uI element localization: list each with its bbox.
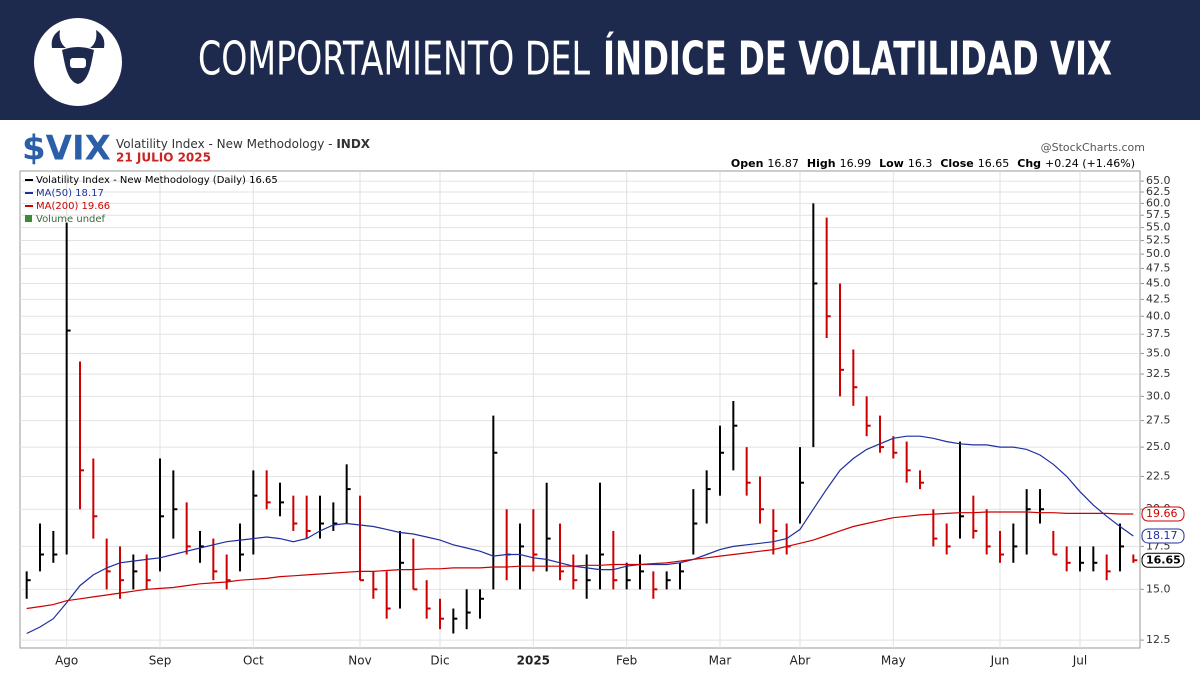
y-tick-label: 47.5	[1146, 261, 1171, 274]
logo-horns	[51, 30, 105, 48]
x-tick-label: Sep	[149, 654, 172, 668]
legend-label: Volatility Index - New Methodology (Dail…	[36, 175, 278, 186]
y-tick-label: 60.0	[1146, 196, 1171, 209]
last-value-badge	[1141, 552, 1185, 568]
legend-label: MA(200) 19.66	[36, 201, 110, 212]
y-tick-label: 50.0	[1146, 247, 1171, 260]
y-tick-label: 45.0	[1146, 276, 1171, 289]
y-tick-label: 22.5	[1146, 469, 1171, 482]
banner	[0, 0, 1200, 120]
instrument: Volatility Index - New Methodology - IND…	[116, 137, 371, 151]
x-tick-label: Oct	[243, 654, 264, 668]
y-tick-label: 62.5	[1146, 185, 1171, 198]
x-tick-label: Ago	[55, 654, 78, 668]
last-value-label: 16.65	[1146, 553, 1181, 566]
y-tick-label: 27.5	[1146, 414, 1171, 427]
quote-value: 16.3	[908, 157, 933, 170]
moving-average	[26, 435, 1134, 635]
quote-label: Open	[731, 157, 764, 170]
x-tick-label: Feb	[616, 654, 637, 668]
logo-fist	[70, 58, 86, 68]
quote-label: Chg	[1017, 157, 1041, 170]
x-tick-label: 2025	[517, 654, 550, 668]
grid	[20, 171, 1140, 648]
legend-label: Volume undef	[36, 214, 106, 225]
y-tick-label: 37.5	[1146, 327, 1171, 340]
y-tick-label: 12.5	[1146, 633, 1171, 646]
quote-value: +0.24 (+1.46%)	[1045, 157, 1135, 170]
moving-average	[26, 511, 1134, 610]
y-tick-label: 30.0	[1146, 389, 1171, 402]
last-value-label: 19.66	[1146, 507, 1178, 520]
plot-frame	[19, 170, 1141, 649]
exchange: INDX	[336, 137, 370, 151]
date: 21 JULIO 2025	[116, 151, 211, 165]
x-tick-label: Mar	[709, 654, 732, 668]
quote-label: Low	[879, 157, 904, 170]
x-tick-label: May	[881, 654, 906, 668]
quote-label: Close	[940, 157, 973, 170]
quote-label: High	[807, 157, 836, 170]
legend-swatch	[25, 215, 32, 222]
x-tick-label: Jun	[990, 654, 1010, 668]
legend-label: MA(50) 18.17	[36, 188, 104, 199]
quote: Open 16.87 High 16.99 Low 16.3 Close 16.65 Chg +0…	[731, 157, 1135, 170]
source: @StockCharts.com	[1041, 141, 1145, 154]
y-tick-label: 15.0	[1146, 582, 1171, 595]
y-tick-label: 25.0	[1146, 440, 1171, 453]
y-tick-label: 57.5	[1146, 208, 1171, 221]
y-tick-label: 52.5	[1146, 234, 1171, 247]
last-value-label: 18.17	[1146, 529, 1178, 542]
y-tick-label: 32.5	[1146, 367, 1171, 380]
quote-value: 16.99	[840, 157, 872, 170]
x-tick-label: Nov	[348, 654, 371, 668]
quote-value: 16.87	[767, 157, 799, 170]
symbol: $VIX	[22, 129, 111, 169]
x-tick-label: Jul	[1072, 654, 1087, 668]
title-light: COMPORTAMIENTO DEL	[198, 32, 590, 86]
last-value-badge	[1141, 528, 1185, 544]
y-tick-label: 55.0	[1146, 221, 1171, 234]
x-tick-label: Dic	[430, 654, 449, 668]
y-tick-label: 65.0	[1146, 174, 1171, 187]
instrument-name: Volatility Index - New Methodology -	[116, 137, 336, 151]
x-tick-label: Abr	[790, 654, 811, 668]
y-tick-label: 42.5	[1146, 292, 1171, 305]
title-bold: ÍNDICE DE VOLATILIDAD VIX	[603, 32, 1112, 86]
quote-value: 16.65	[978, 157, 1010, 170]
y-tick-label: 40.0	[1146, 309, 1171, 322]
last-value-badge	[1141, 506, 1185, 522]
y-tick-label: 35.0	[1146, 346, 1171, 359]
